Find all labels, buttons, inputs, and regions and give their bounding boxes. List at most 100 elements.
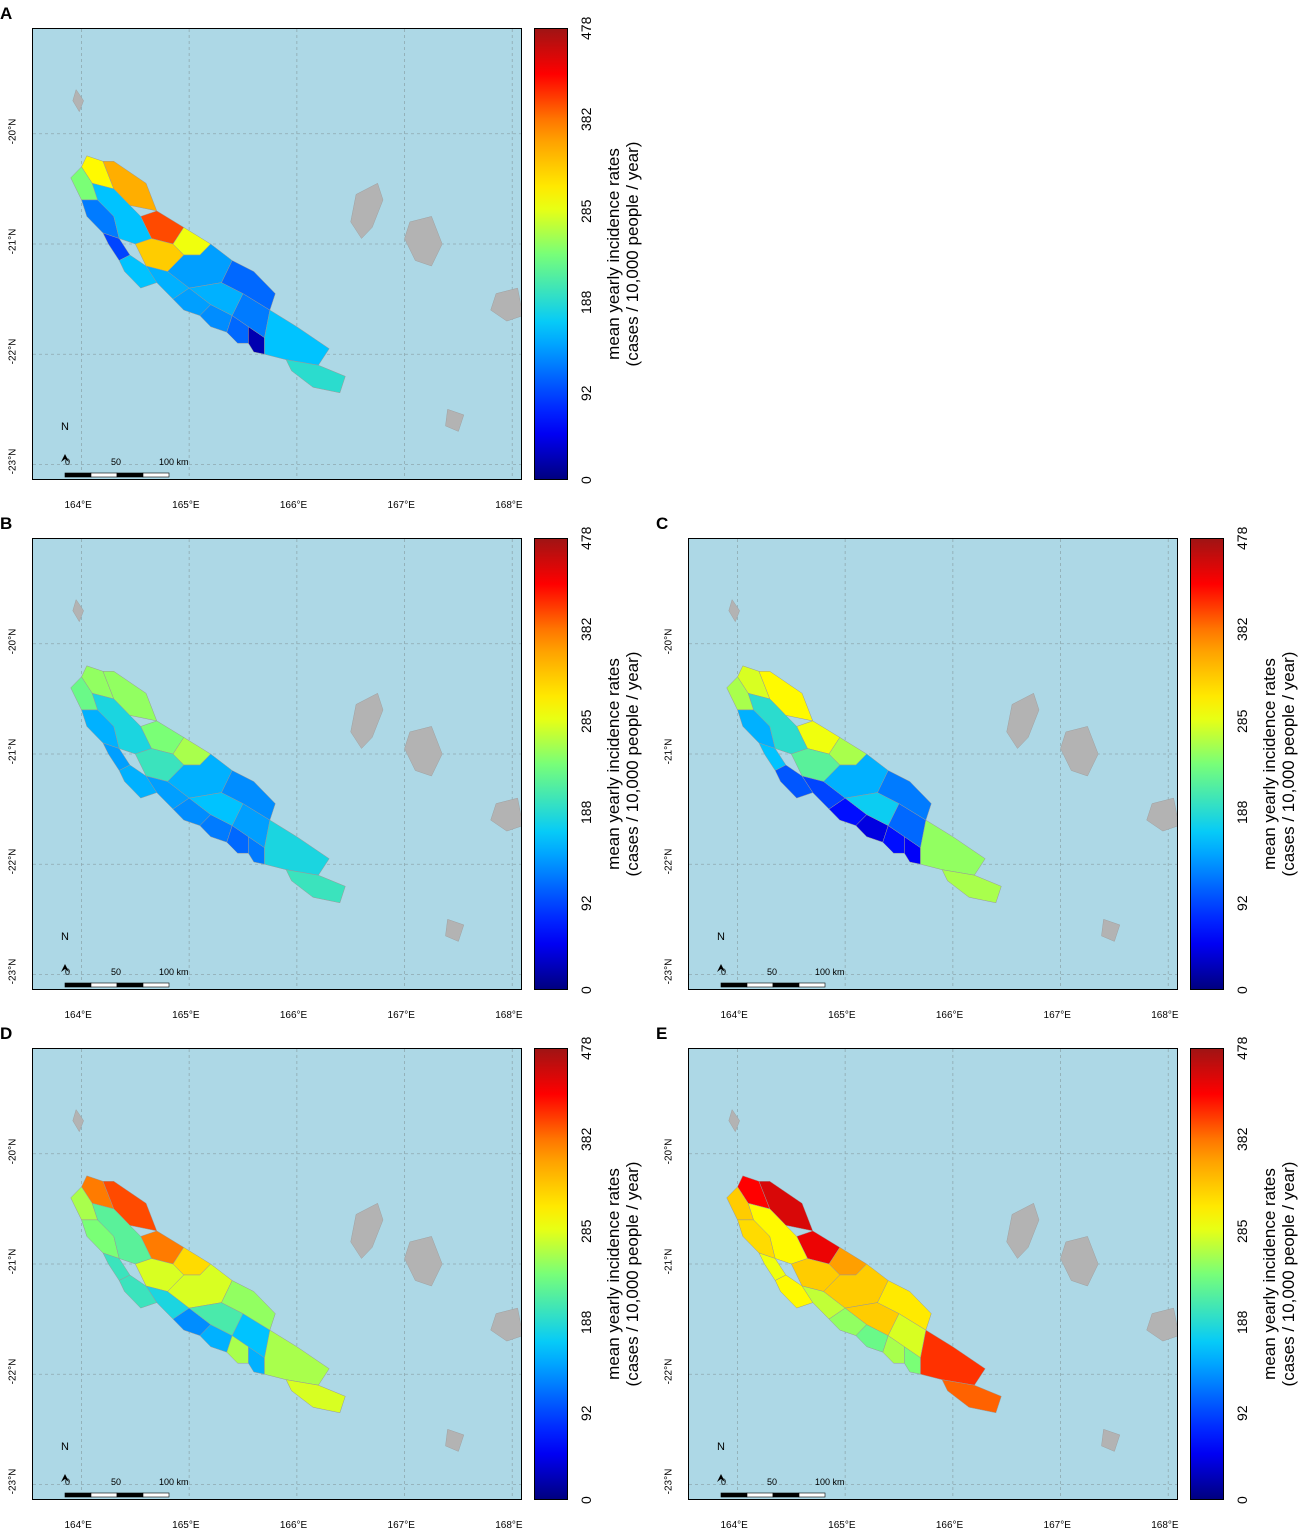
scale-bar-label: 50	[111, 967, 122, 977]
island	[350, 692, 384, 749]
longitude-label: 165°E	[172, 1010, 200, 1021]
map-area: N 0 50 100 km	[688, 1048, 1178, 1500]
map-svg	[689, 1049, 1177, 1499]
scale-bar-label: 0	[721, 967, 727, 977]
longitude-label: 164°E	[64, 1010, 92, 1021]
colorbar-tick-label: 382	[578, 617, 594, 641]
colorbar-tick-label: 188	[578, 1310, 594, 1335]
longitude-label: 168°E	[1151, 1520, 1179, 1531]
scale-bar-segment	[798, 1492, 826, 1498]
commune-region	[285, 359, 346, 394]
island	[1060, 726, 1099, 777]
island	[1146, 797, 1177, 832]
scale-bar-segment	[142, 982, 170, 988]
longitude-label: 166°E	[935, 1520, 964, 1531]
colorbar-tick-label: 92	[578, 1405, 594, 1421]
colorbar-tick-label: 382	[578, 1127, 594, 1151]
longitude-label: 164°E	[64, 1520, 92, 1531]
colorbar-title-line1: mean yearly incidence rates	[1260, 1168, 1279, 1380]
latitude-label: -20°N	[7, 1138, 19, 1165]
latitude-label: -23°N	[663, 959, 675, 985]
island	[490, 797, 521, 832]
latitude-label: -22°N	[663, 848, 675, 875]
scale-bar-segment	[64, 472, 92, 478]
colorbar-tick-label: 478	[578, 16, 594, 40]
colorbar-title-line1: mean yearly incidence rates	[604, 148, 623, 360]
latitude-label: -22°N	[663, 1358, 675, 1385]
scale-bar-label: 100 km	[159, 1477, 189, 1487]
scale-bar-label: 100 km	[815, 1477, 845, 1487]
scale-bar-segment	[64, 1492, 92, 1498]
map-area: N 0 50 100 km	[688, 538, 1178, 990]
colorbar-tick-label: 285	[578, 199, 594, 223]
colorbar	[534, 28, 568, 480]
colorbar-tick-label: 188	[578, 290, 594, 315]
colorbar-tick-label: 0	[578, 986, 594, 994]
north-label: N	[717, 931, 725, 943]
scale-bar-segment	[116, 472, 144, 478]
north-label: N	[61, 421, 69, 433]
scale-bar-segment	[720, 982, 748, 988]
colorbar-tick-label: 0	[578, 476, 594, 484]
colorbar-tick-label: 188	[1234, 1310, 1250, 1335]
scale-bar-label: 0	[65, 967, 71, 977]
island	[490, 1307, 521, 1342]
colorbar-tick-label: 285	[1234, 1219, 1250, 1243]
scale-bar-label: 50	[767, 967, 778, 977]
longitude-label: 167°E	[387, 1520, 415, 1531]
colorbar-tick-label: 92	[578, 895, 594, 911]
scale-bar-label: 0	[65, 1477, 71, 1487]
commune-region	[264, 309, 330, 366]
north-label: N	[717, 1441, 725, 1453]
scale-bar-segment	[64, 982, 92, 988]
latitude-label: -22°N	[7, 338, 19, 365]
panel-letter: C	[656, 514, 669, 533]
colorbar-title: mean yearly incidence rates (cases / 10,0…	[604, 1134, 642, 1414]
island	[1146, 1307, 1177, 1342]
colorbar-tick-label: 285	[1234, 709, 1250, 733]
latitude-label: -20°N	[7, 628, 19, 655]
colorbar	[534, 1048, 568, 1500]
colorbar-title-line1: mean yearly incidence rates	[604, 1168, 623, 1380]
scale-bar-segment	[90, 472, 118, 478]
colorbar	[1190, 1048, 1224, 1500]
map-panel-a: A N 0 50 100 km -20°N -21°N -22°N -23°N 164°E 165°…	[0, 4, 642, 511]
latitude-label: -23°N	[7, 449, 19, 475]
commune-region	[920, 1329, 986, 1386]
latitude-label: -21°N	[663, 1248, 675, 1275]
panel-letter: B	[0, 514, 13, 533]
colorbar	[534, 538, 568, 990]
scale-bar-segment	[798, 982, 826, 988]
scale-bar-label: 0	[721, 1477, 727, 1487]
longitude-label: 164°E	[64, 500, 92, 511]
commune-region	[285, 1379, 346, 1414]
island	[445, 1428, 465, 1452]
scale-bar-label: 100 km	[159, 967, 189, 977]
commune-region	[264, 1329, 330, 1386]
scale-bar-segment	[746, 1492, 774, 1498]
commune-region	[91, 1202, 152, 1265]
colorbar-tick-label: 478	[578, 1036, 594, 1060]
latitude-label: -21°N	[663, 738, 675, 765]
island	[728, 1109, 740, 1133]
map-panel-d: D N 0 50 100 km -20°N -21°N -22°N -23°N 164°E 165°…	[0, 1024, 642, 1531]
commune-region	[285, 869, 346, 904]
colorbar-tick-label: 0	[1234, 1496, 1250, 1504]
colorbar	[1190, 538, 1224, 990]
latitude-label: -21°N	[7, 1248, 19, 1275]
longitude-label: 167°E	[1043, 1010, 1071, 1021]
island	[728, 599, 740, 623]
map-panel-c: C N 0 50 100 km -20°N -21°N -22°N -23°N 164°E 165°…	[656, 514, 1298, 1021]
island	[404, 216, 443, 267]
colorbar-tick-label: 0	[1234, 986, 1250, 994]
map-svg	[689, 539, 1177, 989]
island	[445, 918, 465, 942]
longitude-label: 166°E	[935, 1010, 964, 1021]
scale-bar-segment	[772, 1492, 800, 1498]
island	[72, 1109, 84, 1133]
island	[1060, 1236, 1099, 1287]
scale-bar-segment	[116, 982, 144, 988]
colorbar-title-line2: (cases / 10,000 people / year)	[623, 141, 642, 367]
commune-region	[747, 1202, 808, 1265]
colorbar-tick-label: 382	[1234, 1127, 1250, 1151]
